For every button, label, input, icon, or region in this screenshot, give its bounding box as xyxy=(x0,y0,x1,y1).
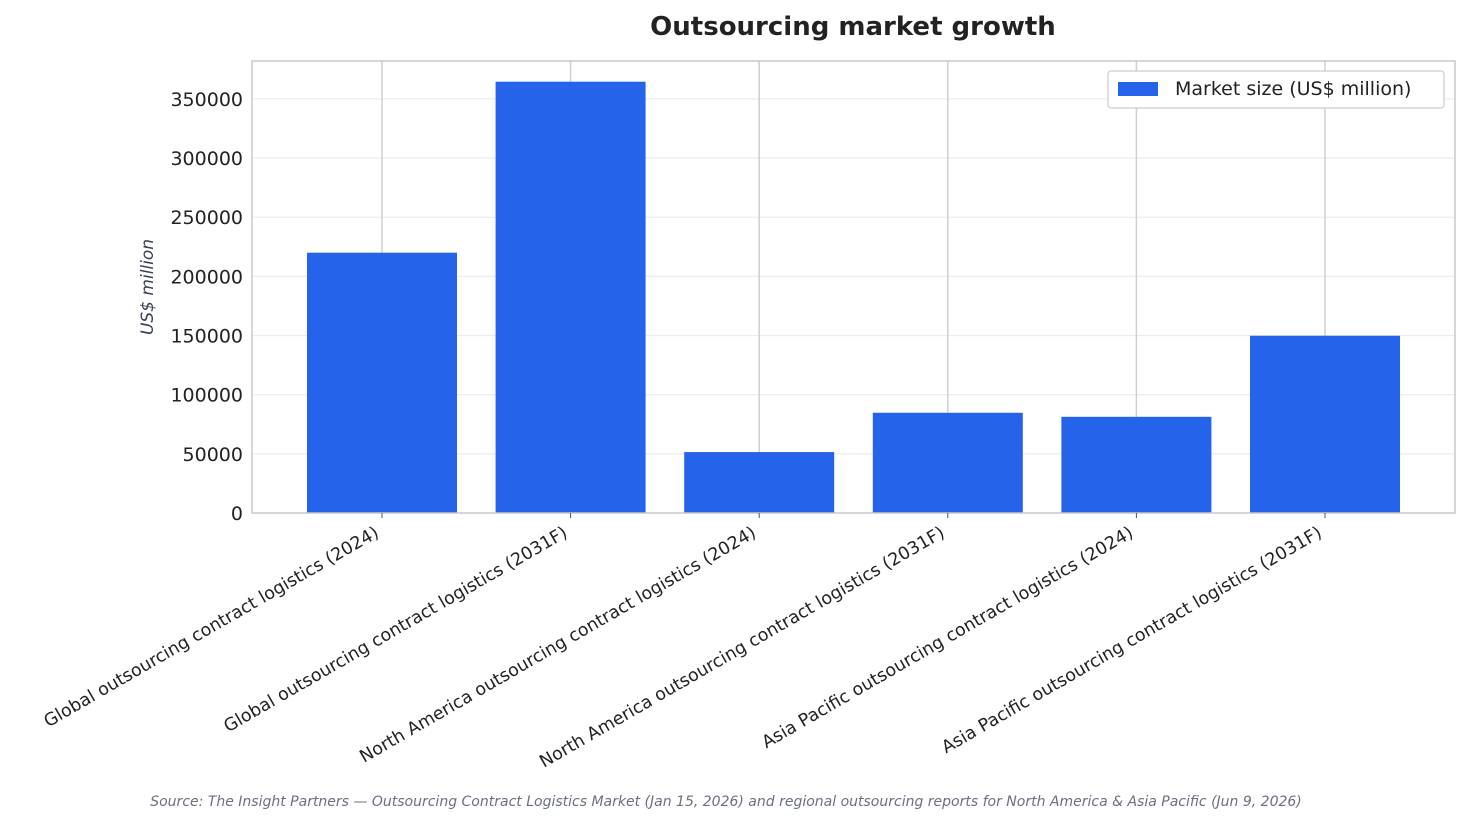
y-tick-label: 0 xyxy=(231,503,243,525)
x-tick-label: Global outsourcing contract logistics (2… xyxy=(41,523,383,732)
y-tick-label: 150000 xyxy=(170,326,243,348)
bar xyxy=(495,81,646,513)
y-axis-label: US$ million xyxy=(138,239,158,335)
bar xyxy=(872,412,1023,513)
y-tick-label: 350000 xyxy=(170,89,243,111)
x-tick-label: North America outsourcing contract logis… xyxy=(536,523,948,772)
y-tick-label: 250000 xyxy=(170,207,243,229)
plot-frame xyxy=(251,60,1456,514)
y-axis: 0 50000 100000 150000 200000 250000 300000 3500… xyxy=(170,89,243,525)
legend: Market size (US$ million) xyxy=(1107,70,1445,109)
bar xyxy=(684,452,835,513)
y-tick-label: 50000 xyxy=(183,444,243,466)
y-tick-label: 200000 xyxy=(170,266,243,288)
x-axis: Global outsourcing contract logistics (2… xyxy=(41,513,1326,772)
source-note: Source: The Insight Partners — Outsourci… xyxy=(150,794,1302,810)
y-tick-label: 300000 xyxy=(170,148,243,170)
x-tick-label: North America outsourcing contract logis… xyxy=(357,523,760,767)
legend-box xyxy=(1107,70,1445,109)
legend-swatch xyxy=(1118,82,1158,96)
chart-title: Outsourcing market growth xyxy=(650,12,1056,42)
bar-layer xyxy=(307,81,1400,514)
x-tick-label: Asia Pacific outsourcing contract logist… xyxy=(759,523,1137,753)
x-tick-label: Global outsourcing contract logistics (2… xyxy=(221,523,572,737)
legend-label: Market size (US$ million) xyxy=(1175,78,1411,100)
bar xyxy=(307,252,457,514)
bar xyxy=(1061,416,1212,513)
y-tick-label: 100000 xyxy=(170,385,243,407)
x-tick-label: Asia Pacific outsourcing contract logist… xyxy=(939,523,1326,758)
bar xyxy=(1250,335,1400,513)
